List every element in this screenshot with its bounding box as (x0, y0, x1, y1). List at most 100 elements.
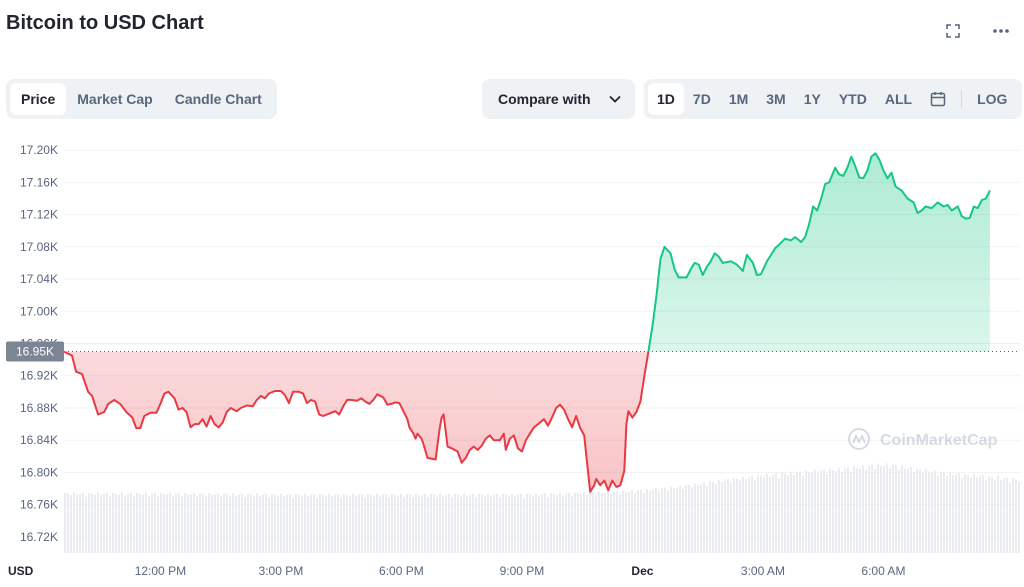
compare-with-dropdown[interactable]: Compare with (482, 79, 635, 119)
volume-bar (973, 474, 975, 553)
volume-bar (124, 495, 126, 553)
range-ytd[interactable]: YTD (838, 91, 867, 107)
volume-bar (418, 495, 420, 553)
volume-bar (712, 481, 714, 553)
volume-bar (571, 496, 573, 553)
volume-bar (244, 496, 246, 553)
volume-bar (514, 495, 516, 553)
volume-bar (508, 496, 510, 553)
volume-bar (823, 469, 825, 553)
range-1m[interactable]: 1M (728, 91, 749, 107)
volume-bar (916, 468, 918, 553)
volume-bar (85, 496, 87, 553)
y-tick-label: 16.84K (20, 433, 58, 447)
y-tick-label: 16.72K (20, 530, 58, 544)
tab-price[interactable]: Price (10, 83, 67, 115)
volume-bar (619, 494, 621, 553)
volume-bar (148, 495, 150, 553)
volume-bar (397, 495, 399, 553)
volume-bar (79, 493, 81, 553)
volume-bar (496, 493, 498, 553)
volume-bar (187, 494, 189, 553)
volume-bar (940, 471, 942, 553)
volume-bar (214, 494, 216, 553)
volume-bar (385, 494, 387, 553)
volume-bar (208, 492, 210, 553)
baseline-tag (6, 341, 64, 362)
calendar-icon[interactable] (921, 83, 955, 115)
volume-bar (160, 492, 162, 553)
volume-bar (202, 493, 204, 553)
volume-bar (547, 497, 549, 553)
volume-bar (127, 493, 129, 553)
log-scale-toggle[interactable]: LOG (977, 91, 1008, 107)
volume-bar (985, 480, 987, 553)
volume-bar (238, 494, 240, 553)
volume-bar (469, 495, 471, 553)
volume-bar (637, 490, 639, 553)
volume-bar (337, 493, 339, 553)
volume-bar (283, 496, 285, 553)
tab-market-cap[interactable]: Market Cap (77, 91, 153, 107)
time-range-selector: 1D 7D 1M 3M 1Y YTD ALL LOG (644, 79, 1022, 119)
volume-bar (313, 493, 315, 553)
volume-bar (445, 495, 447, 553)
volume-bar (205, 496, 207, 553)
chart-type-tabs: Price Market Cap Candle Chart (6, 79, 277, 119)
volume-bar (715, 483, 717, 553)
volume-bar (634, 493, 636, 553)
range-1d[interactable]: 1D (648, 83, 684, 115)
volume-bar (562, 495, 564, 553)
volume-bar (436, 496, 438, 553)
volume-bar (859, 468, 861, 553)
volume-bar (700, 484, 702, 553)
volume-bar (265, 493, 267, 553)
volume-bar (193, 492, 195, 553)
volume-bar (520, 493, 522, 553)
volume-bar (349, 495, 351, 553)
volume-bar (481, 494, 483, 553)
volume-bar (826, 473, 828, 553)
volume-bar (835, 470, 837, 553)
volume-bar (742, 476, 744, 553)
volume-bar (817, 473, 819, 553)
volume-bar (673, 488, 675, 553)
range-all[interactable]: ALL (884, 91, 913, 107)
volume-bar (1009, 482, 1011, 553)
volume-bar (190, 494, 192, 553)
volume-bar (178, 493, 180, 553)
range-1y[interactable]: 1Y (803, 91, 821, 107)
range-7d[interactable]: 7D (692, 91, 711, 107)
volume-bar (541, 494, 543, 553)
range-3m[interactable]: 3M (766, 91, 786, 107)
volume-bar (901, 465, 903, 553)
more-icon[interactable] (990, 20, 1012, 42)
volume-bar (955, 474, 957, 553)
volume-bar (832, 470, 834, 553)
volume-bar (553, 494, 555, 553)
volume-bar (739, 480, 741, 553)
fullscreen-icon[interactable] (942, 20, 964, 42)
volume-bar (796, 472, 798, 553)
volume-bar (763, 477, 765, 553)
volume-bar (550, 493, 552, 553)
watermark-text: CoinMarketCap (880, 432, 998, 449)
volume-bar (847, 467, 849, 553)
price-chart[interactable]: CoinMarketCap 17.20K 17.16K 17.12K 17.08K 17… (0, 128, 1024, 587)
volume-bar (145, 492, 147, 553)
volume-bar (931, 471, 933, 553)
volume-bar (232, 493, 234, 553)
volume-bar (319, 493, 321, 553)
volume-bar (130, 492, 132, 553)
x-tick-label: 12:00 PM (135, 564, 186, 578)
volume-bar (889, 468, 891, 553)
volume-bar (565, 493, 567, 553)
volume-bar (544, 493, 546, 553)
volume-bar (367, 493, 369, 553)
volume-bar (394, 495, 396, 553)
volume-bar (613, 491, 615, 553)
tab-candle-chart[interactable]: Candle Chart (174, 91, 262, 107)
volume-bar (259, 495, 261, 553)
volume-bar (556, 495, 558, 553)
volume-bar (538, 495, 540, 553)
